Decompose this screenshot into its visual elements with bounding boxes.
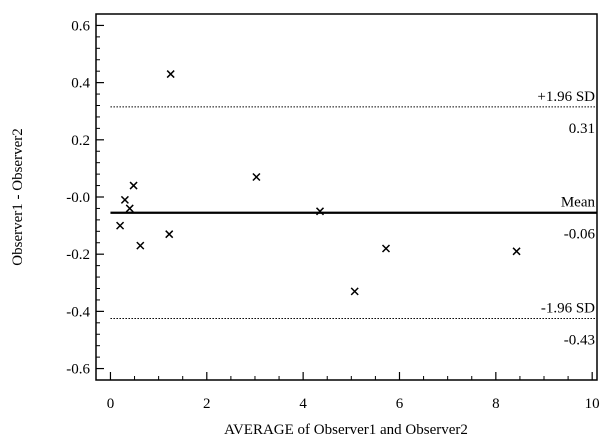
y-axis-title: Observer1 - Observer2 (10, 128, 26, 265)
x-tick-label: 8 (492, 396, 500, 412)
data-point (166, 70, 175, 79)
y-tick-label: -0.4 (66, 304, 90, 320)
x-tick-label: 0 (107, 396, 115, 412)
reference-line-name: Mean (561, 195, 596, 211)
data-point (125, 204, 134, 213)
x-tick-label: 2 (203, 396, 211, 412)
x-tick-label: 6 (396, 396, 404, 412)
x-tick-label: 4 (299, 396, 307, 412)
reference-lines: +1.96 SD 0.31 Mean -0.06 -1.96 SD -0.43 (110, 89, 597, 349)
data-point (120, 195, 129, 204)
x-tick-label: 10 (585, 396, 600, 412)
data-points (116, 70, 521, 296)
data-point (381, 244, 391, 253)
data-point (165, 230, 174, 239)
x-axis: 0 2 4 6 8 10 (107, 372, 600, 412)
y-tick-label: -0.6 (66, 362, 90, 378)
data-point (252, 172, 261, 182)
data-point (350, 287, 359, 296)
data-point (315, 207, 325, 216)
reference-line-value: -0.43 (564, 333, 595, 349)
y-tick-label: 0.2 (71, 133, 90, 149)
data-point (129, 181, 138, 190)
reference-line-value: -0.06 (564, 227, 596, 243)
y-tick-label: -0.0 (66, 190, 90, 206)
data-point (116, 221, 125, 230)
x-axis-title: AVERAGE of Observer1 and Observer2 (224, 422, 468, 438)
data-point (512, 247, 521, 256)
y-axis: -0.6 -0.4 -0.2 -0.0 0.2 0.4 0.6 (66, 18, 104, 378)
reference-line-name: -1.96 SD (541, 301, 595, 317)
y-tick-label: -0.2 (66, 247, 90, 263)
y-tick-label: 0.4 (71, 76, 90, 92)
reference-line-name: +1.96 SD (537, 89, 595, 105)
data-point (136, 241, 145, 250)
plot-frame (95, 13, 598, 381)
y-tick-label: 0.6 (71, 18, 90, 34)
reference-line-value: 0.31 (569, 121, 595, 137)
